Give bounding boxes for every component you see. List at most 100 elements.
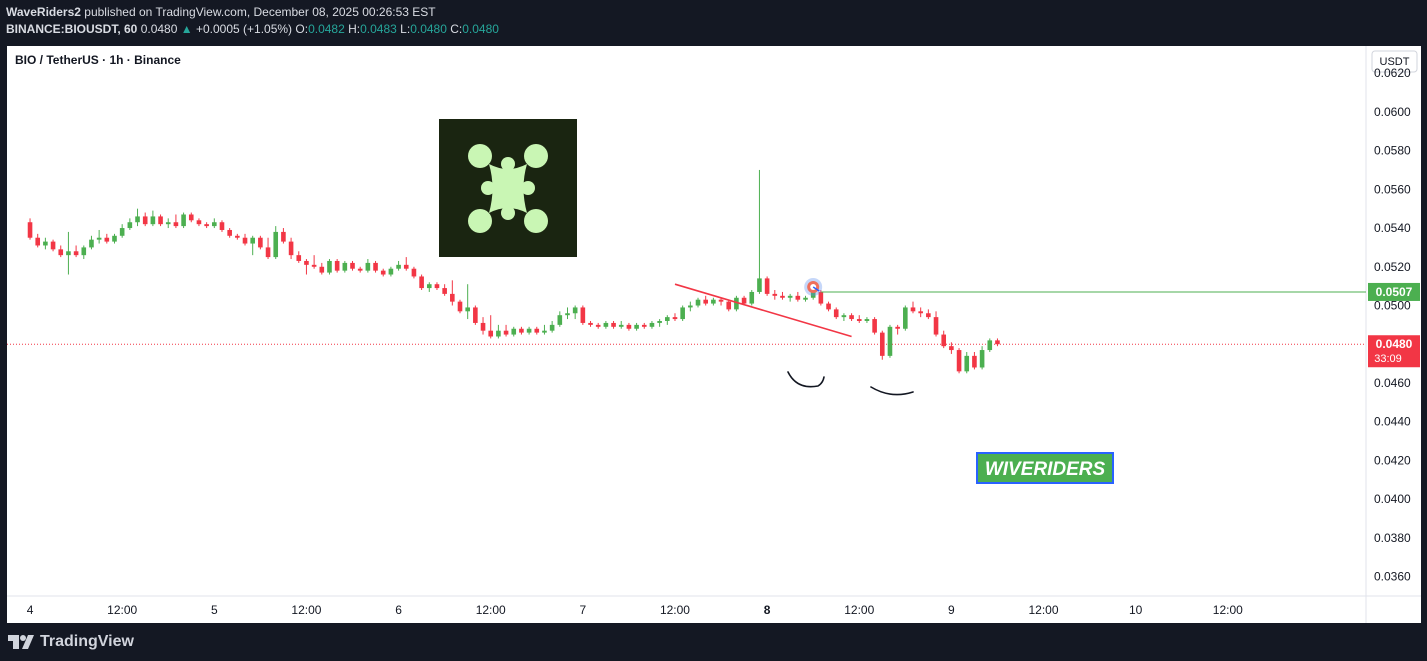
candle[interactable] xyxy=(258,235,263,250)
candle[interactable] xyxy=(96,229,102,244)
candle[interactable] xyxy=(158,214,163,227)
tradingview-logo[interactable]: TradingView xyxy=(8,633,134,651)
candle[interactable] xyxy=(841,313,847,321)
candle[interactable] xyxy=(772,290,778,300)
candle[interactable] xyxy=(688,301,693,312)
candle[interactable] xyxy=(572,305,578,320)
candle[interactable] xyxy=(718,297,724,306)
plot-area[interactable] xyxy=(7,46,1366,596)
candle[interactable] xyxy=(565,307,570,320)
candle[interactable] xyxy=(972,351,977,370)
candle[interactable] xyxy=(327,259,332,275)
candle[interactable] xyxy=(388,266,394,277)
candle[interactable] xyxy=(43,237,48,250)
candle[interactable] xyxy=(803,295,808,302)
candle[interactable] xyxy=(780,291,785,300)
candle[interactable] xyxy=(357,266,363,273)
candle[interactable] xyxy=(411,266,417,279)
candle[interactable] xyxy=(511,326,517,337)
candle[interactable] xyxy=(580,305,586,325)
candle[interactable] xyxy=(941,330,947,349)
candle[interactable] xyxy=(680,305,685,321)
candle[interactable] xyxy=(127,218,133,230)
candle[interactable] xyxy=(503,324,509,337)
candle[interactable] xyxy=(534,326,540,335)
candle[interactable] xyxy=(634,322,639,331)
candle[interactable] xyxy=(872,317,877,335)
candle[interactable] xyxy=(35,233,41,248)
candle[interactable] xyxy=(987,338,993,352)
candle[interactable] xyxy=(165,218,171,229)
candle[interactable] xyxy=(749,290,755,306)
candle[interactable] xyxy=(350,260,355,271)
candle[interactable] xyxy=(304,259,309,275)
candle[interactable] xyxy=(549,321,555,333)
candle[interactable] xyxy=(288,237,294,260)
candle[interactable] xyxy=(826,301,831,312)
candle[interactable] xyxy=(964,351,970,374)
candle[interactable] xyxy=(135,208,140,227)
candle[interactable] xyxy=(281,228,286,244)
candle[interactable] xyxy=(787,293,793,302)
candle[interactable] xyxy=(995,338,1000,347)
candle[interactable] xyxy=(373,260,378,273)
candle[interactable] xyxy=(250,235,255,256)
candle[interactable] xyxy=(918,307,923,318)
candle[interactable] xyxy=(219,220,225,232)
candle[interactable] xyxy=(265,237,271,260)
candle[interactable] xyxy=(181,212,186,229)
candle[interactable] xyxy=(188,212,194,223)
candle[interactable] xyxy=(450,280,455,306)
candle[interactable] xyxy=(895,324,900,335)
candle[interactable] xyxy=(956,348,962,374)
candle[interactable] xyxy=(657,319,662,327)
candle[interactable] xyxy=(334,259,340,273)
candle[interactable] xyxy=(311,255,317,269)
candle[interactable] xyxy=(542,324,547,335)
candle[interactable] xyxy=(496,324,501,339)
candle[interactable] xyxy=(649,321,655,329)
candle[interactable] xyxy=(526,326,532,335)
candle[interactable] xyxy=(618,321,624,329)
candle[interactable] xyxy=(611,321,616,329)
candle[interactable] xyxy=(864,317,870,323)
candle[interactable] xyxy=(879,330,885,360)
candle[interactable] xyxy=(196,218,202,227)
candle[interactable] xyxy=(58,245,64,258)
candle[interactable] xyxy=(626,322,632,331)
candle[interactable] xyxy=(557,311,563,327)
candle[interactable] xyxy=(204,222,209,229)
candle[interactable] xyxy=(726,299,732,312)
candle[interactable] xyxy=(665,315,670,325)
candle[interactable] xyxy=(442,284,447,296)
candle[interactable] xyxy=(734,295,739,312)
candle[interactable] xyxy=(695,297,701,308)
candle[interactable] xyxy=(365,259,371,273)
candle[interactable] xyxy=(434,282,440,291)
candle[interactable] xyxy=(519,326,524,335)
candle[interactable] xyxy=(173,214,179,229)
candle[interactable] xyxy=(319,262,325,275)
currency-box[interactable]: USDT xyxy=(1371,50,1418,73)
candle[interactable] xyxy=(235,233,240,240)
candle[interactable] xyxy=(949,342,954,354)
candle[interactable] xyxy=(342,260,348,273)
candle[interactable] xyxy=(933,311,939,337)
candle[interactable] xyxy=(112,233,117,244)
candle[interactable] xyxy=(27,218,33,240)
candle[interactable] xyxy=(465,284,470,320)
candle[interactable] xyxy=(212,218,217,229)
candle[interactable] xyxy=(296,251,302,263)
candle[interactable] xyxy=(403,257,409,271)
candle[interactable] xyxy=(641,322,647,329)
candle[interactable] xyxy=(818,290,824,306)
candle[interactable] xyxy=(833,307,839,320)
candle[interactable] xyxy=(66,231,71,275)
candle[interactable] xyxy=(887,324,893,358)
candle[interactable] xyxy=(227,228,232,238)
candle[interactable] xyxy=(457,299,463,314)
candle[interactable] xyxy=(711,297,716,306)
candle[interactable] xyxy=(488,315,494,339)
candle[interactable] xyxy=(273,226,279,260)
candle[interactable] xyxy=(849,313,854,321)
